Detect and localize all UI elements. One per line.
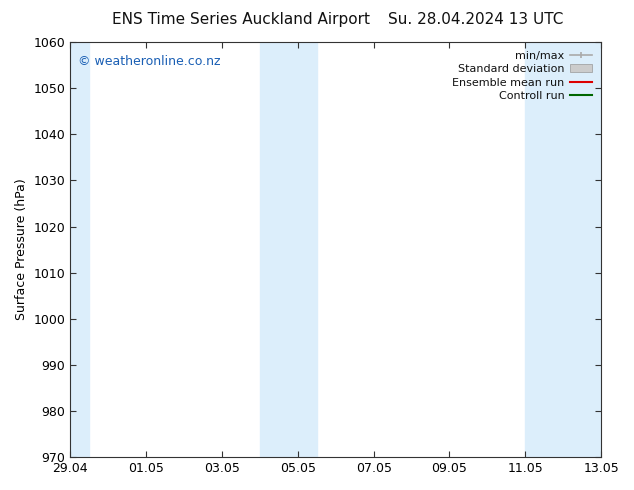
Legend: min/max, Standard deviation, Ensemble mean run, Controll run: min/max, Standard deviation, Ensemble me… bbox=[449, 48, 595, 104]
Y-axis label: Surface Pressure (hPa): Surface Pressure (hPa) bbox=[15, 179, 28, 320]
Bar bbox=[260, 42, 279, 457]
Text: ENS Time Series Auckland Airport: ENS Time Series Auckland Airport bbox=[112, 12, 370, 27]
Bar bbox=[544, 42, 601, 457]
Text: © weatheronline.co.nz: © weatheronline.co.nz bbox=[78, 54, 221, 68]
Bar bbox=[70, 42, 89, 457]
Bar bbox=[279, 42, 317, 457]
Bar bbox=[526, 42, 544, 457]
Text: Su. 28.04.2024 13 UTC: Su. 28.04.2024 13 UTC bbox=[388, 12, 563, 27]
